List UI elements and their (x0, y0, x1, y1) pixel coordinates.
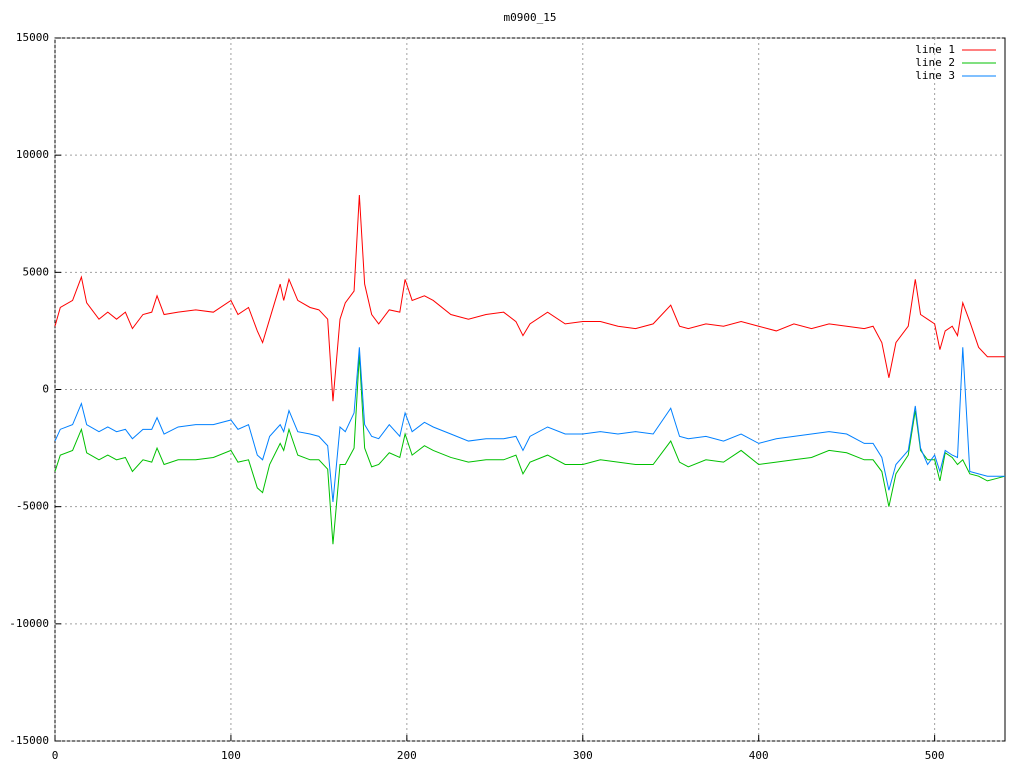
y-tick-label: -15000 (9, 734, 49, 747)
series-line (54, 194, 1005, 402)
y-tick-label: 10000 (16, 148, 49, 161)
x-tick-label: 300 (573, 749, 593, 762)
legend-label: line 1 (915, 43, 955, 56)
legend-label: line 3 (915, 69, 955, 82)
y-tick-label: 15000 (16, 31, 49, 44)
chart-title: m0900_15 (504, 11, 557, 24)
x-tick-label: 400 (749, 749, 769, 762)
y-tick-label: 0 (42, 383, 49, 396)
x-tick-label: 100 (221, 749, 241, 762)
x-tick-label: 500 (925, 749, 945, 762)
x-tick-label: 200 (397, 749, 417, 762)
y-tick-label: 5000 (23, 265, 50, 278)
legend-label: line 2 (915, 56, 955, 69)
x-tick-label: 0 (52, 749, 59, 762)
y-tick-label: -10000 (9, 617, 49, 630)
series-line (54, 347, 1005, 503)
series-line (54, 354, 1006, 545)
y-tick-label: -5000 (16, 500, 49, 513)
